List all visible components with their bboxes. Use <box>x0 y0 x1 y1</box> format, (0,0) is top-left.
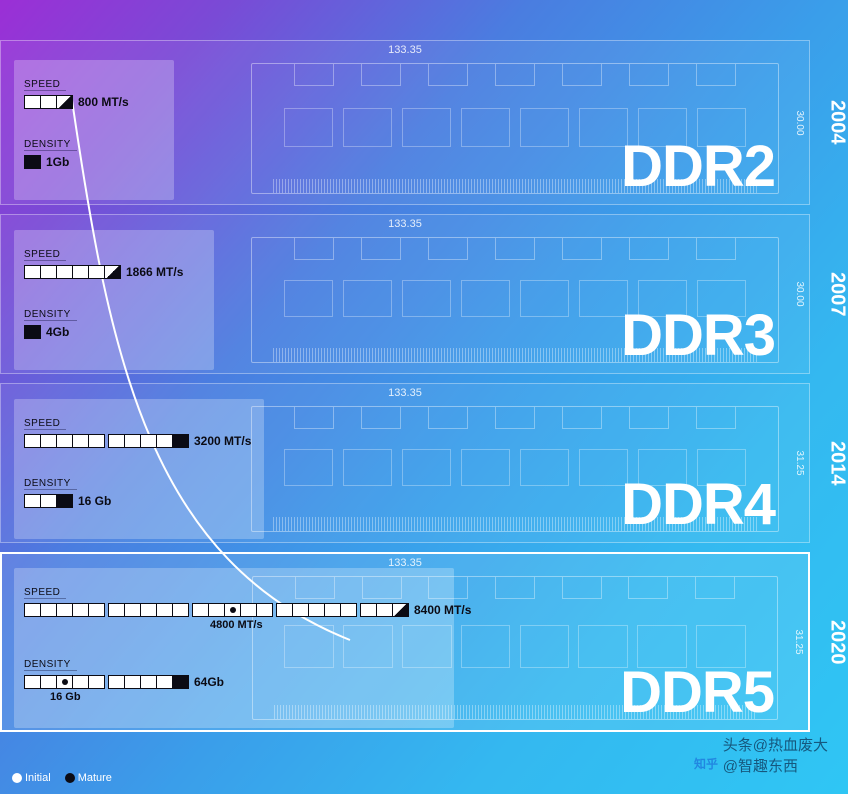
cell-empty <box>376 603 393 617</box>
cell-empty <box>360 603 377 617</box>
dim-height: 31.25 <box>793 629 804 654</box>
cell-filled <box>172 675 189 689</box>
speed-block-ddr2: SPEED800 MT/s <box>24 74 129 109</box>
cell-dot <box>224 603 241 617</box>
cell-empty <box>208 603 225 617</box>
gen-name: DDR2 <box>621 133 775 200</box>
year-ddr3: 2007 <box>822 214 848 374</box>
cell-empty <box>40 494 57 508</box>
cell-gap <box>88 434 105 448</box>
cell-empty <box>24 675 41 689</box>
cell-filled <box>24 155 41 169</box>
cell-empty <box>324 603 341 617</box>
dim-width: 133.35 <box>388 44 422 56</box>
cell-empty <box>40 434 57 448</box>
cell-empty <box>140 603 157 617</box>
gen-name: DDR5 <box>620 659 774 726</box>
speed-block-ddr5: SPEED8400 MT/s4800 MT/s <box>24 582 471 631</box>
density-block-ddr3: DENSITY4Gb <box>24 304 77 339</box>
density-block-ddr5: DENSITY64Gb16 Gb <box>24 654 224 703</box>
cell-empty <box>276 603 293 617</box>
dim-height: 30.00 <box>794 110 805 135</box>
cell-empty <box>124 603 141 617</box>
cell-empty <box>88 265 105 279</box>
speed-value: 800 MT/s <box>78 95 129 109</box>
density-block-ddr2: DENSITY1Gb <box>24 134 77 169</box>
cell-empty <box>240 603 257 617</box>
cell-empty <box>24 603 41 617</box>
cell-empty <box>24 265 41 279</box>
cell-empty <box>40 95 57 109</box>
speed-block-ddr3: SPEED1866 MT/s <box>24 244 183 279</box>
gen-name: DDR3 <box>621 302 775 369</box>
gen-name: DDR4 <box>621 471 775 538</box>
cell-filled <box>56 494 73 508</box>
cell-gap <box>88 603 105 617</box>
legend: Initial Mature <box>12 772 112 784</box>
dim-height: 30.00 <box>794 281 805 306</box>
cell-empty <box>308 603 325 617</box>
cell-empty <box>140 434 157 448</box>
cell-empty <box>72 434 89 448</box>
cell-empty <box>192 603 209 617</box>
year-ddr4: 2014 <box>822 383 848 543</box>
cell-gap <box>88 675 105 689</box>
legend-item-mature: Mature <box>65 772 112 784</box>
cell-empty <box>108 603 125 617</box>
cell-empty <box>24 95 41 109</box>
cell-empty <box>108 434 125 448</box>
density-value: 1Gb <box>46 155 69 169</box>
cell-half <box>104 265 121 279</box>
cell-empty <box>72 603 89 617</box>
cell-filled <box>172 434 189 448</box>
cell-empty <box>72 675 89 689</box>
year-ddr5: 2020 <box>822 552 848 732</box>
cell-empty <box>24 494 41 508</box>
density-mid-label: 16 Gb <box>50 691 224 703</box>
cell-empty <box>140 675 157 689</box>
cell-gap <box>340 603 357 617</box>
cell-empty <box>124 434 141 448</box>
cell-empty <box>156 434 173 448</box>
cell-empty <box>56 265 73 279</box>
cell-filled <box>24 325 41 339</box>
cell-empty <box>40 265 57 279</box>
dim-width: 133.35 <box>388 218 422 230</box>
cell-half <box>56 95 73 109</box>
dim-width: 133.35 <box>388 387 422 399</box>
speed-mid-label: 4800 MT/s <box>210 619 471 631</box>
cell-gap <box>256 603 273 617</box>
cell-empty <box>108 675 125 689</box>
cell-empty <box>56 434 73 448</box>
cell-gap <box>172 603 189 617</box>
cell-empty <box>56 603 73 617</box>
cell-empty <box>40 675 57 689</box>
speed-value: 1866 MT/s <box>126 265 183 279</box>
cell-empty <box>156 675 173 689</box>
cell-half <box>392 603 409 617</box>
cell-empty <box>24 434 41 448</box>
watermark-source: 头条@热血废大@智趣东西 <box>723 734 828 776</box>
legend-label: Mature <box>78 772 112 784</box>
watermark-zhihu: 知乎 <box>694 755 718 772</box>
cell-empty <box>72 265 89 279</box>
density-block-ddr4: DENSITY16 Gb <box>24 473 111 508</box>
density-value: 4Gb <box>46 325 69 339</box>
cell-empty <box>292 603 309 617</box>
density-value: 16 Gb <box>78 494 111 508</box>
speed-value: 3200 MT/s <box>194 434 251 448</box>
dim-height: 31.25 <box>794 450 805 475</box>
cell-empty <box>156 603 173 617</box>
legend-label: Initial <box>25 772 51 784</box>
cell-dot <box>56 675 73 689</box>
speed-value: 8400 MT/s <box>414 603 471 617</box>
speed-block-ddr4: SPEED3200 MT/s <box>24 413 251 448</box>
legend-item-initial: Initial <box>12 772 51 784</box>
cell-empty <box>124 675 141 689</box>
cell-empty <box>40 603 57 617</box>
density-value: 64Gb <box>194 675 224 689</box>
year-ddr2: 2004 <box>822 40 848 205</box>
